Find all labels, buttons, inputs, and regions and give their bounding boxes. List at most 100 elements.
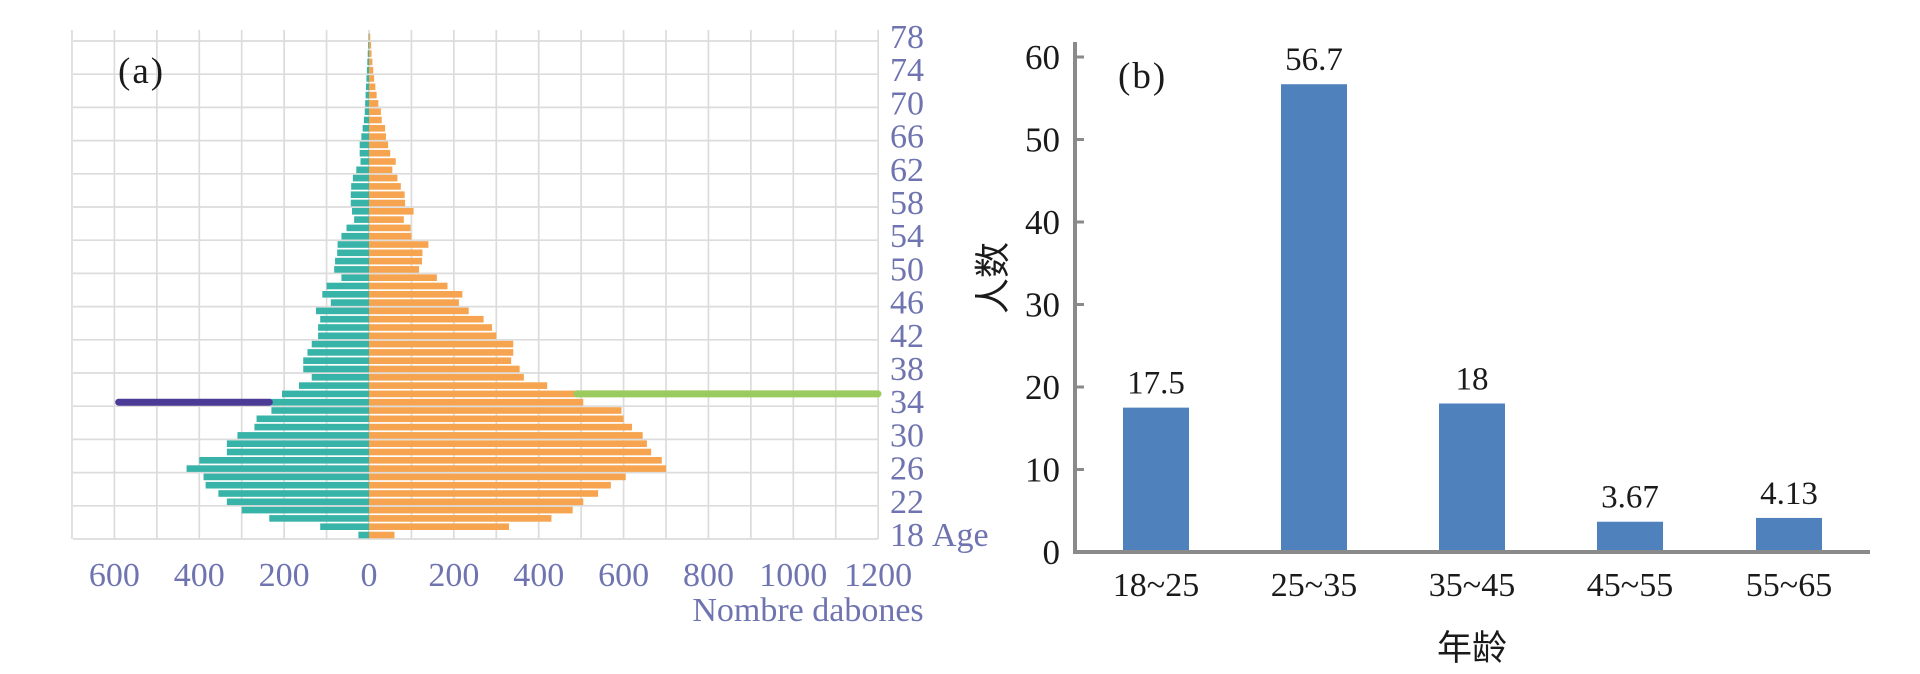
panel-b-y-tick-label: 30 bbox=[1025, 286, 1060, 325]
panel-a-y-axis-title: Age bbox=[932, 517, 989, 554]
pyramid-bar-left bbox=[256, 415, 369, 423]
panel-a-x-tick-label: 600 bbox=[598, 557, 649, 594]
panel-b-y-tick-label: 20 bbox=[1025, 368, 1060, 407]
pyramid-bar-left bbox=[320, 523, 369, 530]
panel-a-y-tick-label: 42 bbox=[890, 318, 924, 355]
panel-a-y-tick-label: 50 bbox=[890, 251, 924, 288]
pyramid-bar-left bbox=[364, 108, 369, 115]
pyramid-bar-right bbox=[369, 208, 414, 215]
bar-value-label: 17.5 bbox=[1127, 366, 1185, 402]
pyramid-bar-left bbox=[282, 390, 369, 398]
pyramid-bar-left bbox=[366, 66, 369, 74]
pyramid-bar-left bbox=[315, 307, 369, 315]
pyramid-bar-left bbox=[354, 216, 369, 223]
pyramid-bar-right bbox=[369, 174, 398, 182]
pyramid-bar-left bbox=[322, 291, 369, 298]
panel-a-y-tick-label: 38 bbox=[890, 351, 924, 388]
bar bbox=[1123, 407, 1189, 552]
pyramid-bar-right bbox=[369, 315, 484, 323]
pyramid-bar-left bbox=[269, 515, 369, 522]
pyramid-bar-right bbox=[369, 282, 448, 290]
pyramid-bar-right bbox=[369, 415, 624, 423]
pyramid-bar-left bbox=[360, 158, 369, 165]
pyramid-bar-right bbox=[369, 382, 548, 389]
pyramid-bar-left bbox=[307, 349, 369, 356]
pyramid-bar-right bbox=[369, 216, 404, 223]
pyramid-bar-left bbox=[356, 166, 369, 174]
panel-b-bar-chart: 17.5 18~25 56.7 25~35 18 35~45 3.67 45~55 4.13 55… bbox=[1025, 38, 1870, 604]
pyramid-bar-right bbox=[369, 498, 584, 506]
panel-a-x-tick-label: 200 bbox=[428, 557, 479, 594]
panel-b-x-tick-label: 55~65 bbox=[1746, 567, 1832, 604]
pyramid-bar-left bbox=[326, 282, 369, 290]
pyramid-bar-left bbox=[254, 423, 369, 431]
bar-value-label: 3.67 bbox=[1601, 480, 1659, 516]
panel-a-y-tick-label: 66 bbox=[890, 119, 924, 156]
pyramid-bar-right bbox=[369, 158, 396, 165]
pyramid-bar-right bbox=[369, 249, 423, 257]
pyramid-bar-left bbox=[199, 457, 369, 464]
pyramid-bar-left bbox=[303, 365, 369, 373]
pyramid-bar-right bbox=[369, 141, 389, 149]
panel-a-y-tick-label: 78 bbox=[890, 19, 924, 56]
pyramid-bar-right bbox=[369, 116, 382, 124]
pyramid-bar-right bbox=[369, 407, 622, 414]
pyramid-bar-left bbox=[359, 141, 369, 149]
panel-a-x-axis-title: Nombre dabones bbox=[692, 592, 924, 629]
panel-b-y-tick-label: 10 bbox=[1025, 451, 1060, 490]
pyramid-bar-left bbox=[366, 83, 369, 91]
pyramid-bar-right bbox=[369, 374, 524, 381]
panel-b-x-tick-label: 18~25 bbox=[1113, 567, 1199, 604]
panel-a-y-tick-label: 74 bbox=[890, 52, 924, 89]
pyramid-bar-right bbox=[369, 83, 376, 91]
pyramid-bar-right bbox=[369, 390, 577, 398]
pyramid-bar-left bbox=[350, 191, 369, 198]
bar-value-label: 4.13 bbox=[1760, 476, 1818, 512]
pyramid-bar-right bbox=[369, 465, 667, 472]
bar bbox=[1597, 521, 1663, 552]
pyramid-bar-left bbox=[298, 382, 369, 389]
pyramid-bar-right bbox=[369, 199, 406, 207]
pyramid-bar-right bbox=[369, 224, 411, 232]
pyramid-bar-left bbox=[318, 332, 369, 340]
pyramid-bar-right bbox=[369, 506, 573, 514]
pyramid-bar-left bbox=[226, 498, 369, 506]
pyramid-bar-right bbox=[369, 365, 520, 373]
pyramid-bar-right bbox=[369, 50, 372, 57]
pyramid-bar-right bbox=[369, 531, 395, 539]
pyramid-bar-right bbox=[369, 448, 652, 456]
pyramid-bar-right bbox=[369, 100, 379, 107]
bar-value-label: 18 bbox=[1456, 362, 1489, 398]
pyramid-bar-right bbox=[369, 42, 372, 49]
pyramid-bar-left bbox=[368, 42, 370, 49]
pyramid-bar-left bbox=[335, 257, 369, 265]
panel-a-y-tick-label: 26 bbox=[890, 451, 924, 488]
panel-b-x-tick-label: 45~55 bbox=[1587, 567, 1673, 604]
panel-a-y-tick-label: 54 bbox=[890, 218, 924, 255]
panel-b-y-tick-label: 50 bbox=[1025, 121, 1060, 160]
panel-a-y-tick-label: 22 bbox=[890, 484, 924, 521]
panel-b-y-tick-label: 60 bbox=[1025, 38, 1060, 77]
pyramid-bar-left bbox=[320, 315, 369, 323]
pyramid-bar-left bbox=[311, 374, 369, 381]
pyramid-bar-right bbox=[369, 457, 662, 464]
pyramid-bar-left bbox=[226, 440, 369, 447]
pyramid-bar-right bbox=[369, 66, 374, 74]
pyramid-bar-right bbox=[369, 440, 647, 447]
panel-a-label: (a) bbox=[118, 51, 166, 92]
panel-b-label: (b) bbox=[1118, 56, 1168, 97]
panel-b-x-tick-label: 35~45 bbox=[1429, 567, 1515, 604]
panel-b-y-tick-label: 40 bbox=[1025, 203, 1060, 242]
pyramid-bar-right bbox=[369, 133, 386, 140]
pyramid-bar-right bbox=[369, 166, 393, 174]
pyramid-bar-right bbox=[369, 523, 510, 530]
pyramid-bar-left bbox=[205, 481, 369, 489]
panel-a-y-tick-label: 62 bbox=[890, 152, 924, 189]
pyramid-bar-right bbox=[369, 481, 611, 489]
bar-value-label: 56.7 bbox=[1285, 42, 1343, 78]
panel-b-y-tick-label: 0 bbox=[1043, 533, 1061, 572]
bar bbox=[1439, 403, 1505, 552]
pyramid-bar-right bbox=[369, 241, 429, 248]
pyramid-bar-left bbox=[341, 274, 369, 281]
